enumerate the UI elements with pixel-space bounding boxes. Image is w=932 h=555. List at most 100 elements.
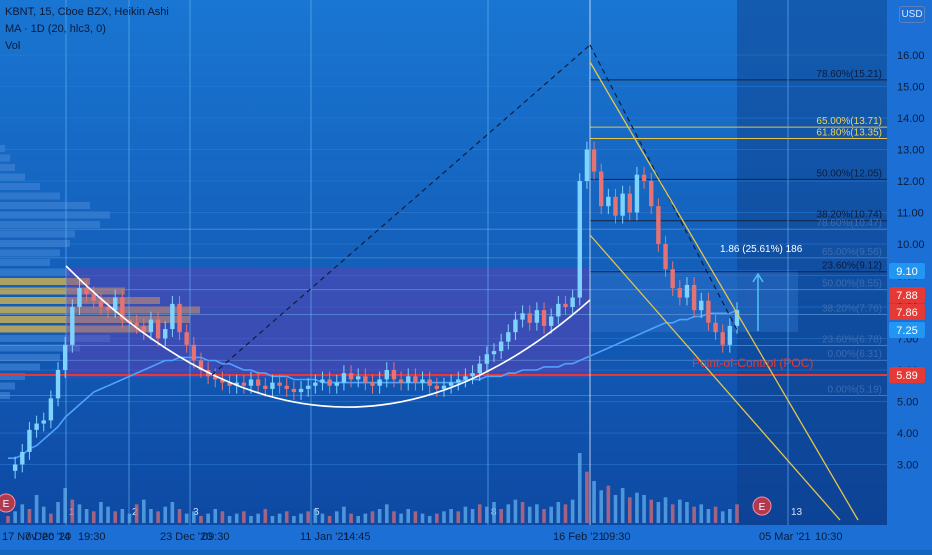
volume-bar xyxy=(492,502,496,523)
volume-indicator-label[interactable]: Vol xyxy=(5,40,21,52)
fib-level-label: 65.00%(13.71) xyxy=(816,116,882,127)
price-tick-label: 13.00 xyxy=(897,145,925,157)
volume-bar xyxy=(6,516,10,523)
candle-body xyxy=(727,325,733,345)
volume-profile-bar xyxy=(0,335,110,342)
volume-profile-bar xyxy=(0,230,75,238)
volume-bar xyxy=(456,511,461,523)
volume-bar xyxy=(542,509,546,523)
candle-body xyxy=(141,325,146,333)
volume-bar xyxy=(270,516,275,523)
price-badge xyxy=(889,263,925,279)
candle-body xyxy=(534,310,540,323)
wedge-line-lower xyxy=(589,234,841,521)
fib-minor-label: 38.20%(7.76) xyxy=(822,304,882,315)
candle-body xyxy=(498,341,504,352)
session-number: 13 xyxy=(791,507,803,518)
candle-body xyxy=(70,307,75,345)
volume-bar xyxy=(106,506,110,523)
volume-bar xyxy=(292,516,296,523)
candle-body xyxy=(298,388,304,393)
candle-body xyxy=(320,379,325,383)
candle-body xyxy=(191,344,197,361)
candle-body xyxy=(248,379,254,386)
volume-profile-bar xyxy=(0,344,80,352)
volume-bar xyxy=(463,506,468,523)
volume-bar xyxy=(334,511,339,523)
fib-minor-label: 65.00%(9.56) xyxy=(822,247,882,258)
volume-profile-bar xyxy=(0,373,25,380)
volume-bar xyxy=(599,490,604,523)
earnings-marker-label: E xyxy=(3,499,10,510)
candle-body xyxy=(84,288,89,295)
volume-bar xyxy=(399,513,403,523)
fibonacci-levels: 78.60%(15.21) 65.00%(13.71)61.80%(13.35) 5… xyxy=(0,69,887,396)
earnings-marker[interactable] xyxy=(0,493,16,513)
price-badge xyxy=(889,367,925,383)
time-tick-label: 09:30 xyxy=(603,531,631,543)
volume-bar xyxy=(213,509,218,523)
volume-bar xyxy=(199,516,203,523)
candle-body xyxy=(491,351,497,355)
volume-profile-bar xyxy=(0,145,5,152)
volume-bar xyxy=(592,481,596,523)
price-tick-label: 16.00 xyxy=(897,50,925,62)
measure-label: 1.86 (25.61%) 186 xyxy=(720,244,803,255)
candle-body xyxy=(620,193,625,216)
candle-body xyxy=(470,373,475,377)
volume-profile-bar xyxy=(0,192,60,200)
volume-bar xyxy=(313,509,318,523)
price-badge xyxy=(889,287,925,303)
candle-body xyxy=(220,379,225,383)
candle-body xyxy=(434,385,440,389)
candle-body xyxy=(677,288,683,298)
volume-bar xyxy=(563,504,568,523)
volume-bar xyxy=(520,502,525,523)
volume-profile-bar xyxy=(0,259,50,266)
volume-profile-bar xyxy=(0,202,90,209)
candle-body xyxy=(284,385,289,389)
time-tick-label: 10:30 xyxy=(815,531,843,543)
volume-profile-bar xyxy=(0,354,60,361)
wedge-line-upper xyxy=(589,61,859,521)
candle-body xyxy=(656,206,661,244)
candle-body xyxy=(27,429,32,452)
candle-body xyxy=(627,193,632,213)
candle-body xyxy=(513,319,518,333)
volume-bar xyxy=(234,513,239,523)
candle-body xyxy=(584,149,590,181)
candle-body xyxy=(341,373,347,383)
earnings-marker[interactable] xyxy=(752,496,772,516)
candle-body xyxy=(113,297,118,311)
fib-level-label: 23.60%(9.12) xyxy=(822,261,882,272)
session-lines: 1235813 xyxy=(65,0,803,525)
volume-bar xyxy=(656,502,661,523)
volume-bar xyxy=(435,513,439,523)
volume-profile-bar xyxy=(0,287,125,295)
candle-body xyxy=(384,370,389,380)
candle-body xyxy=(556,303,561,317)
volume-bar xyxy=(420,513,425,523)
poc-label: Point-of-Control (POC) xyxy=(692,356,813,370)
time-tick-label: 09:30 xyxy=(202,531,230,543)
fib-level-label: 38.20%(10.74) xyxy=(816,210,882,221)
volume-bar xyxy=(685,502,689,523)
candle-body xyxy=(563,303,568,307)
time-tick-label: 14:45 xyxy=(343,531,371,543)
currency-button[interactable]: USD xyxy=(899,6,925,23)
volume-bar xyxy=(99,502,103,523)
volume-bar xyxy=(34,495,39,523)
price-tick-label: 15.00 xyxy=(897,82,925,94)
volume-bar xyxy=(649,499,654,523)
volume-bar xyxy=(256,513,260,523)
candles xyxy=(12,141,740,479)
candle-body xyxy=(527,313,532,323)
volume-bar xyxy=(299,513,303,523)
ma-indicator-label[interactable]: MA · 1D (20, hlc3, 0) xyxy=(5,23,106,35)
volume-bar xyxy=(327,516,332,523)
candle-body xyxy=(713,322,718,333)
time-tick-label: 19:30 xyxy=(78,531,106,543)
